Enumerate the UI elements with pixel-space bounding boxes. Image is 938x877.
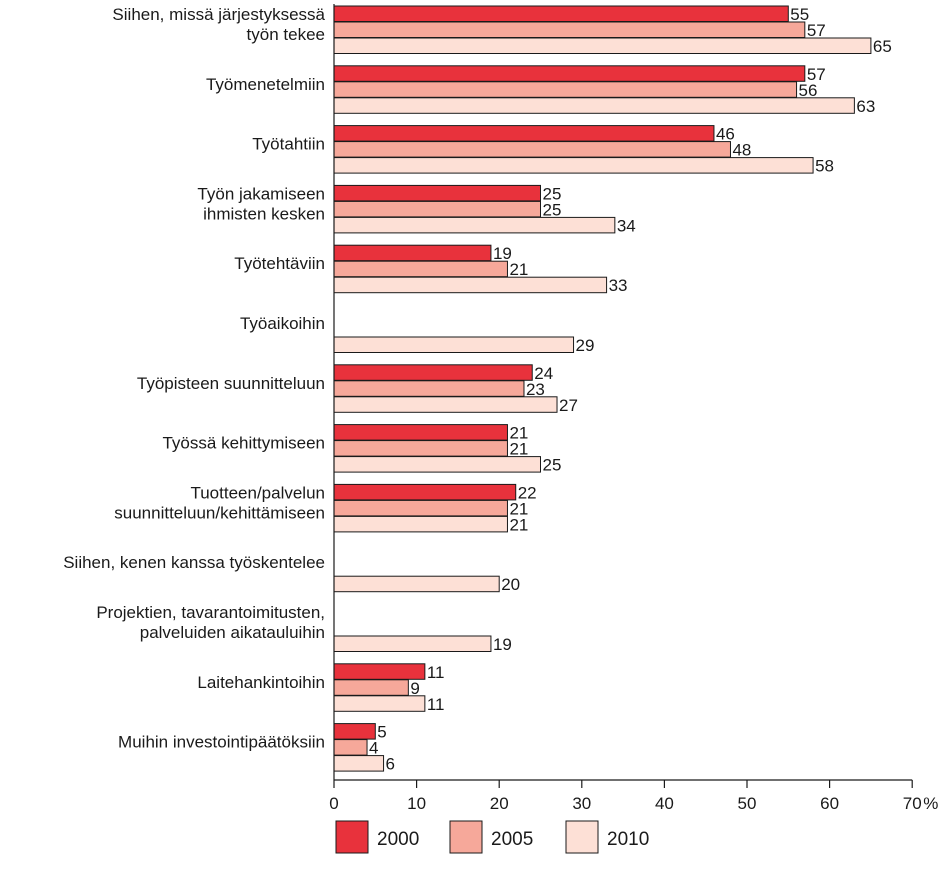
bar: [333, 141, 731, 158]
category-label: Työaikoihin: [240, 314, 325, 333]
bar: [333, 515, 508, 533]
legend-swatch: [565, 820, 599, 854]
bar: [333, 81, 798, 98]
category-label: palveluiden aikatauluihin: [140, 623, 325, 642]
x-tick-label: 20: [490, 794, 509, 813]
bar: [333, 37, 872, 54]
bar-value-label: 19: [493, 244, 512, 263]
x-tick-label: 0: [329, 794, 338, 813]
bar-value-label: 34: [617, 216, 636, 235]
bar-value-label: 21: [509, 515, 528, 534]
x-unit-label: %: [923, 794, 938, 813]
x-tick-label: 60: [820, 794, 839, 813]
legend-label: 2000: [377, 829, 419, 850]
bar-value-label: 46: [716, 125, 735, 144]
bar: [333, 380, 525, 397]
bar: [333, 184, 541, 202]
bar-value-label: 11: [427, 663, 445, 682]
bar: [333, 5, 789, 22]
bar: [333, 260, 508, 278]
category-label: Projektien, tavarantoimitusten,: [96, 603, 325, 622]
bar-value-label: 55: [790, 5, 809, 24]
bar: [333, 663, 426, 680]
bar-value-label: 56: [799, 81, 818, 100]
category-label: työn tekee: [247, 25, 325, 44]
legend-swatch: [449, 820, 483, 854]
bar: [333, 679, 409, 696]
bar: [333, 244, 492, 262]
bar-value-label: 25: [543, 184, 562, 203]
category-label: Siihen, kenen kanssa työskentelee: [63, 553, 325, 572]
bar-value-label: 21: [509, 499, 528, 518]
bar-value-label: 25: [543, 456, 562, 475]
bar: [333, 157, 814, 174]
bar-value-label: 4: [369, 739, 378, 758]
bar-value-label: 57: [807, 65, 826, 84]
bar-value-label: 48: [732, 141, 751, 160]
bar-value-label: 63: [856, 97, 875, 116]
bar-value-label: 25: [543, 200, 562, 219]
category-label: Työtehtäviin: [234, 254, 325, 273]
bar-value-label: 29: [576, 336, 595, 355]
category-label: Työpisteen suunnitteluun: [137, 374, 325, 393]
bar-value-label: 11: [427, 695, 445, 714]
bar: [333, 21, 806, 38]
bar-value-label: 9: [410, 679, 419, 698]
bar: [333, 396, 558, 413]
bar: [333, 695, 426, 712]
bar-value-label: 27: [559, 396, 578, 415]
category-label: Työn jakamiseen: [197, 184, 325, 203]
bar-value-label: 20: [501, 575, 520, 594]
bar-value-label: 57: [807, 21, 826, 40]
category-label: Muihin investointipäätöksiin: [118, 733, 325, 752]
category-label: Laitehankintoihin: [197, 673, 325, 692]
bar-value-label: 6: [386, 755, 395, 774]
x-tick-label: 30: [572, 794, 591, 813]
bar: [333, 635, 492, 652]
category-label: Siihen, missä järjestyksessä: [112, 5, 325, 24]
bar: [333, 575, 500, 593]
category-label: Tuotteen/palvelun: [190, 483, 325, 502]
bar: [333, 755, 385, 772]
bar: [333, 723, 376, 740]
bar-value-label: 22: [518, 483, 537, 502]
bar: [333, 65, 806, 82]
bar-value-label: 65: [873, 37, 892, 56]
bar: [333, 276, 608, 294]
legend-label: 2005: [491, 829, 533, 850]
legend-label: 2010: [607, 829, 649, 850]
x-tick-label: 40: [655, 794, 674, 813]
bar: [333, 440, 508, 457]
bar-value-label: 21: [509, 440, 528, 459]
bar-value-label: 33: [609, 276, 628, 295]
bar-value-label: 24: [534, 364, 553, 383]
bar-value-label: 21: [509, 260, 528, 279]
category-label: suunnitteluun/kehittämiseen: [114, 503, 325, 522]
x-tick-label: 70: [903, 794, 922, 813]
category-label: Työmenetelmiin: [206, 75, 325, 94]
bar-value-label: 23: [526, 380, 545, 399]
bar: [333, 336, 575, 353]
bar: [333, 216, 616, 234]
bar-value-label: 21: [509, 424, 528, 443]
bar: [333, 456, 541, 473]
bar: [333, 424, 508, 441]
x-tick-label: 10: [407, 794, 426, 813]
bar: [333, 97, 855, 114]
category-label: ihmisten kesken: [203, 204, 325, 223]
bar: [333, 200, 541, 218]
bar-value-label: 58: [815, 157, 834, 176]
bar: [333, 739, 368, 756]
bar: [333, 499, 508, 517]
bar: [333, 483, 517, 501]
category-label: Työtahtiin: [252, 135, 325, 154]
bar: [333, 364, 533, 381]
bar: [333, 125, 715, 142]
x-tick-label: 50: [738, 794, 757, 813]
category-label: Työssä kehittymiseen: [162, 434, 325, 453]
legend-swatch: [335, 820, 369, 854]
bar-value-label: 19: [493, 635, 512, 654]
bar-value-label: 5: [377, 723, 386, 742]
